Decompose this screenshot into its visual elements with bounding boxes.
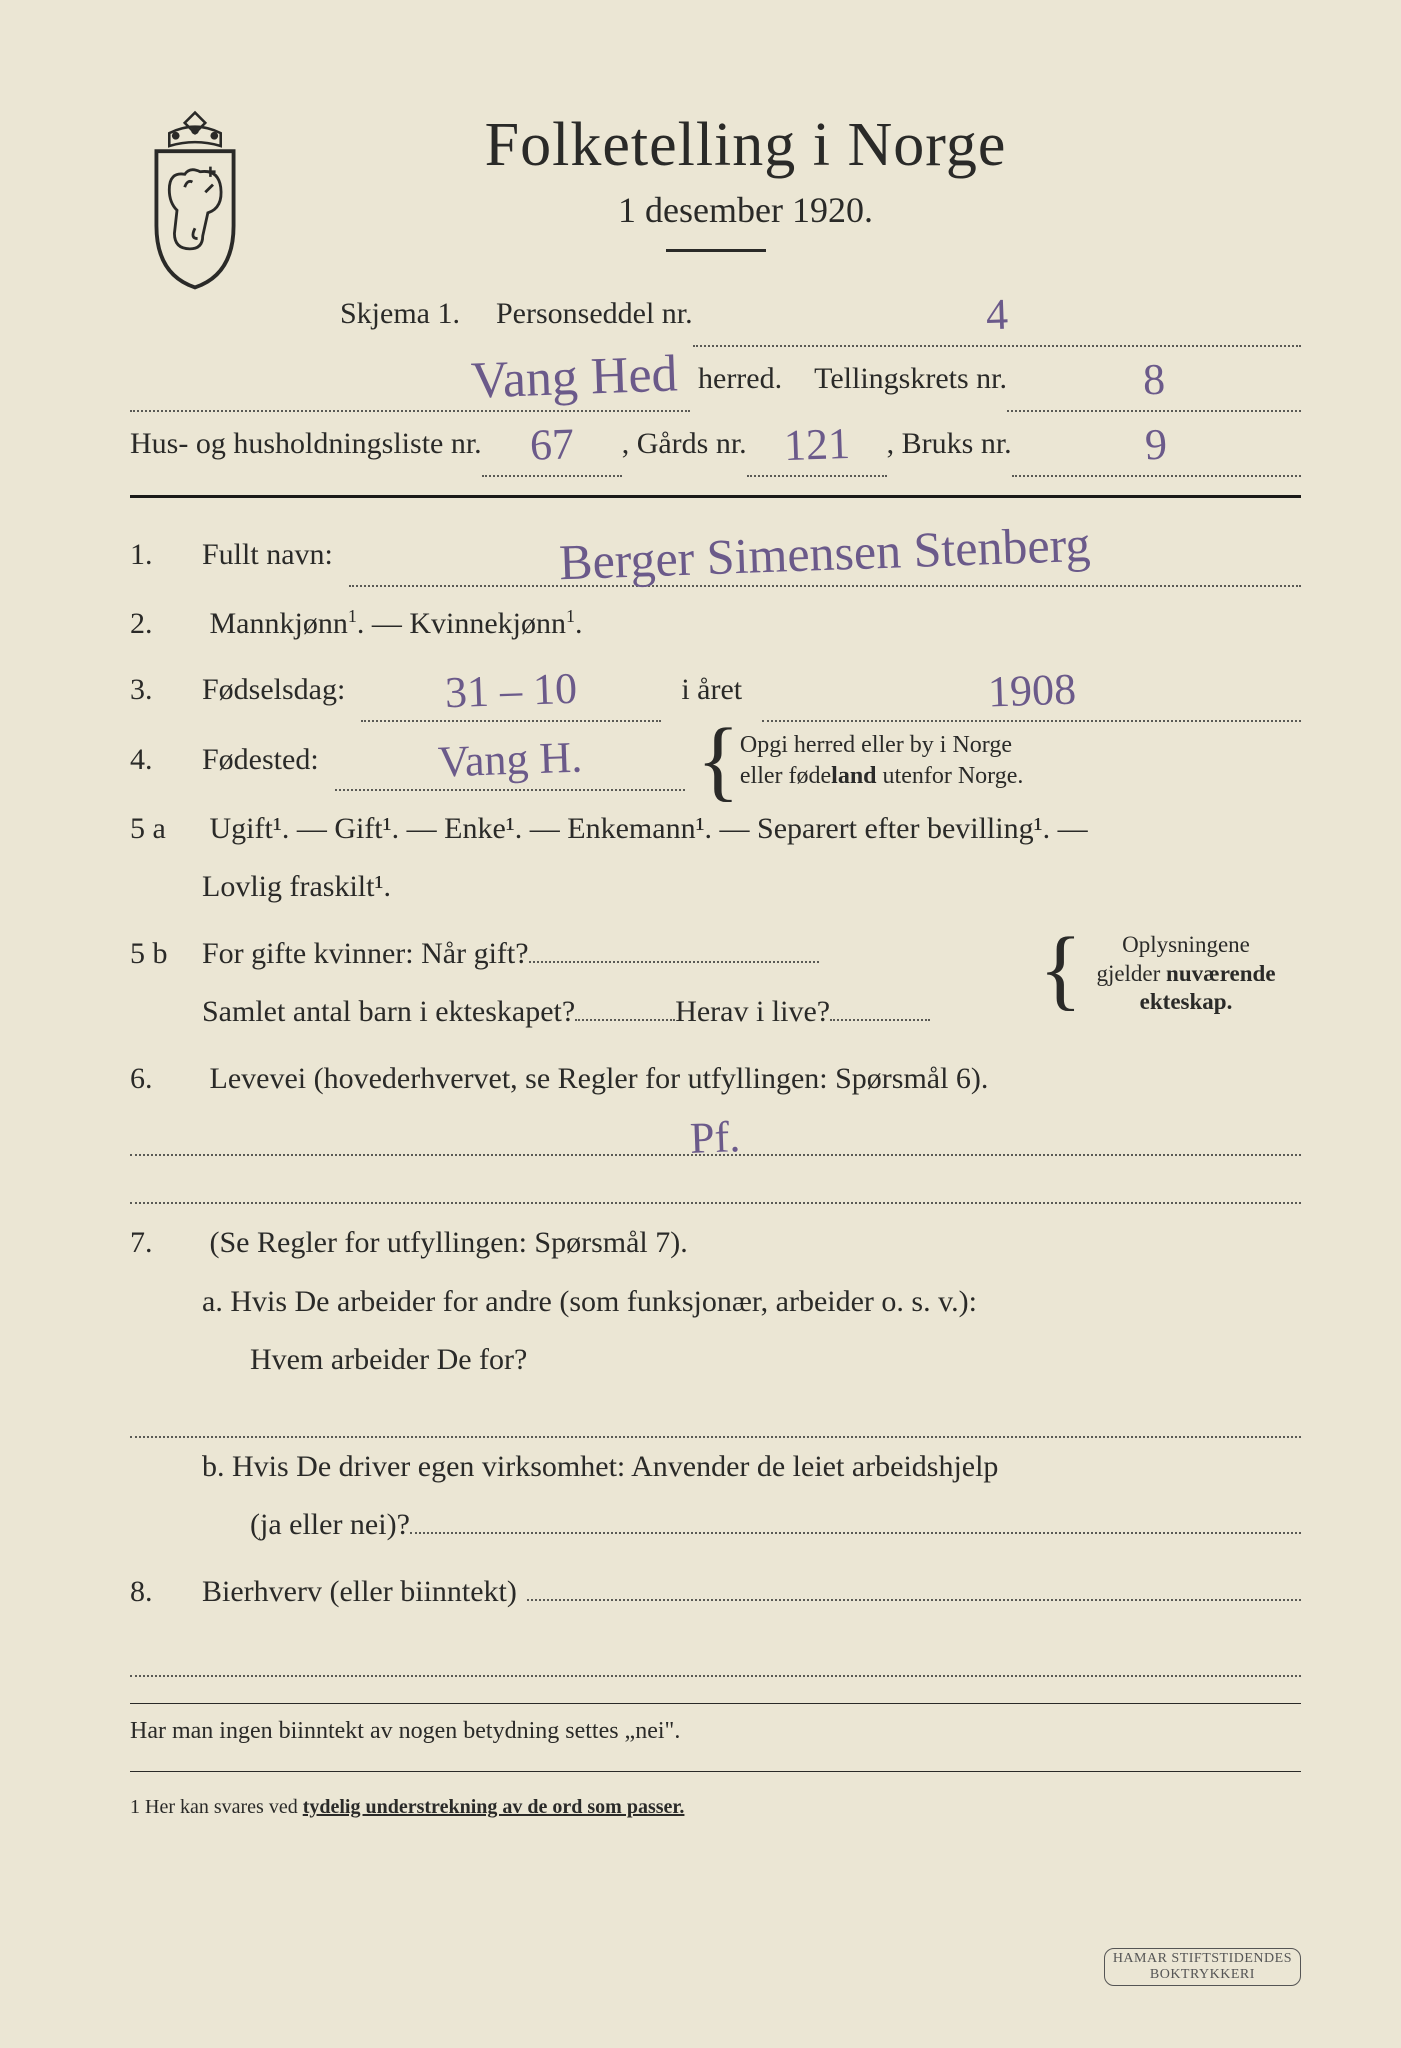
q8-field-2 <box>130 1629 1301 1677</box>
meta-line-2: Vang Hed herred. Tellingskrets nr. 8 <box>130 347 1301 412</box>
q8-num: 8. <box>130 1563 202 1622</box>
q1-value: Berger Simensen Stenberg <box>559 527 1091 581</box>
q5b-barn-field <box>575 1019 675 1021</box>
bruks-label: , Bruks nr. <box>887 412 1012 475</box>
page-title: Folketelling i Norge <box>130 110 1301 181</box>
q5a-opts: Ugift¹. — Gift¹. — Enke¹. — Enkemann¹. —… <box>210 812 1088 845</box>
page-subtitle: 1 desember 1920. <box>130 189 1301 231</box>
q3-day: 31 – 10 <box>445 674 578 709</box>
q5b-note: { Oplysningene gjelder nuværende ekteska… <box>1071 931 1301 1017</box>
coat-of-arms <box>130 110 260 290</box>
gards-value: 121 <box>783 429 850 462</box>
printer-stamp: HAMAR STIFTSTIDENDES BOKTRYKKERI <box>1104 1948 1301 1986</box>
q5b-num: 5 b <box>130 925 202 984</box>
tellingskrets-label: Tellingskrets nr. <box>814 347 1007 410</box>
q8: 8. Bierhverv (eller biinntekt) <box>130 1563 1301 1622</box>
footnote-1: Har man ingen biinntekt av nogen betydni… <box>130 1718 1301 1745</box>
q6-field: Pf. <box>130 1108 1301 1156</box>
q7a2: Hvem arbeider De for? <box>130 1331 1301 1390</box>
bruks-field: 9 <box>1012 412 1301 477</box>
q7: 7. (Se Regler for utfyllingen: Spørsmål … <box>130 1214 1301 1555</box>
q5a-opts2: Lovlig fraskilt¹. <box>130 858 1301 917</box>
meta-block: Skjema 1. Personseddel nr. 4 Vang Hed he… <box>130 282 1301 477</box>
personseddel-value: 4 <box>985 300 1008 332</box>
meta-line-1: Skjema 1. Personseddel nr. 4 <box>130 282 1301 347</box>
personseddel-label: Personseddel nr. <box>496 282 693 345</box>
gards-label: , Gårds nr. <box>622 412 747 475</box>
q2-num: 2. <box>130 595 202 654</box>
title-rule <box>666 249 766 252</box>
q4-label: Fødested: <box>202 731 319 790</box>
skjema-label: Skjema 1. <box>340 282 460 345</box>
q1-field: Berger Simensen Stenberg <box>349 526 1301 587</box>
herred-value: Vang Hed <box>471 356 679 400</box>
q5a: 5 a Ugift¹. — Gift¹. — Enke¹. — Enkemann… <box>130 800 1301 917</box>
footnote-rule-2 <box>130 1771 1301 1772</box>
q8-label: Bierhverv (eller biinntekt) <box>202 1563 517 1622</box>
q7-lead: (Se Regler for utfyllingen: Spørsmål 7). <box>210 1226 688 1259</box>
q1-label: Fullt navn: <box>202 526 333 585</box>
q7-num: 7. <box>130 1214 202 1273</box>
q7a: a. Hvis De arbeider for andre (som funks… <box>130 1273 1301 1332</box>
q7b2: (ja eller nei)? <box>250 1496 410 1555</box>
personseddel-field: 4 <box>693 282 1301 347</box>
q2: 2. Mannkjønn1. — Kvinnekjønn1. <box>130 595 1301 654</box>
meta-line-3: Hus- og husholdningsliste nr. 67 , Gårds… <box>130 412 1301 477</box>
brace-icon: { <box>697 734 740 788</box>
hus-label: Hus- og husholdningsliste nr. <box>130 412 482 475</box>
tellingskrets-value: 8 <box>1142 365 1165 397</box>
q5b-l1: For gifte kvinner: Når gift? <box>202 925 529 984</box>
q8-field <box>527 1599 1301 1601</box>
q2-m: Mannkjønn <box>210 607 348 640</box>
gards-field: 121 <box>747 412 887 477</box>
q1-num: 1. <box>130 526 202 585</box>
q6-field-2 <box>130 1156 1301 1204</box>
herred-field: Vang Hed <box>130 347 690 412</box>
herred-label: herred. <box>690 347 790 410</box>
q5b: { Oplysningene gjelder nuværende ekteska… <box>130 925 1301 1042</box>
bruks-value: 9 <box>1145 430 1168 462</box>
q5a-num: 5 a <box>130 800 202 859</box>
q6-label: Levevei (hovederhvervet, se Regler for u… <box>210 1062 989 1095</box>
q4-field: Vang H. <box>335 730 685 791</box>
q6: 6. Levevei (hovederhvervet, se Regler fo… <box>130 1050 1301 1205</box>
questions: 1. Fullt navn: Berger Simensen Stenberg … <box>130 526 1301 1677</box>
q7a-field <box>130 1390 1301 1438</box>
footnote-rule-1 <box>130 1703 1301 1704</box>
divider-main <box>130 495 1301 498</box>
q5b-gift-field <box>529 961 819 963</box>
q3-year: 1908 <box>987 674 1076 708</box>
q6-num: 6. <box>130 1050 202 1109</box>
q6-value: Pf. <box>690 1123 741 1156</box>
q3-num: 3. <box>130 661 202 720</box>
q1: 1. Fullt navn: Berger Simensen Stenberg <box>130 526 1301 587</box>
q4-note: Opgi herred eller by i Norge eller fødel… <box>740 730 1024 792</box>
q3-year-field: 1908 <box>762 661 1301 722</box>
q5b-l2a: Samlet antal barn i ekteskapet? <box>202 983 575 1042</box>
q3-day-field: 31 – 10 <box>361 661 661 722</box>
q4-num: 4. <box>130 731 202 790</box>
q7b: b. Hvis De driver egen virksomhet: Anven… <box>130 1438 1301 1497</box>
q3-label: Fødselsdag: <box>202 661 345 720</box>
census-form-page: Folketelling i Norge 1 desember 1920. Sk… <box>0 0 1401 2048</box>
hus-value: 67 <box>529 429 574 461</box>
tellingskrets-field: 8 <box>1007 347 1301 412</box>
footnote-2: 1 Her kan svares ved tydelig understrekn… <box>130 1796 1301 1819</box>
q2-k: Kvinnekjønn <box>409 607 566 640</box>
q4: 4. Fødested: Vang H. { Opgi herred eller… <box>130 730 1301 792</box>
brace-icon: { <box>1039 943 1082 997</box>
hus-field: 67 <box>482 412 622 477</box>
q7b-field <box>410 1532 1301 1534</box>
q5b-live-field <box>830 1019 930 1021</box>
q5b-l2b: Herav i live? <box>675 983 830 1042</box>
header: Folketelling i Norge 1 desember 1920. <box>130 110 1301 252</box>
q4-value: Vang H. <box>437 743 582 779</box>
